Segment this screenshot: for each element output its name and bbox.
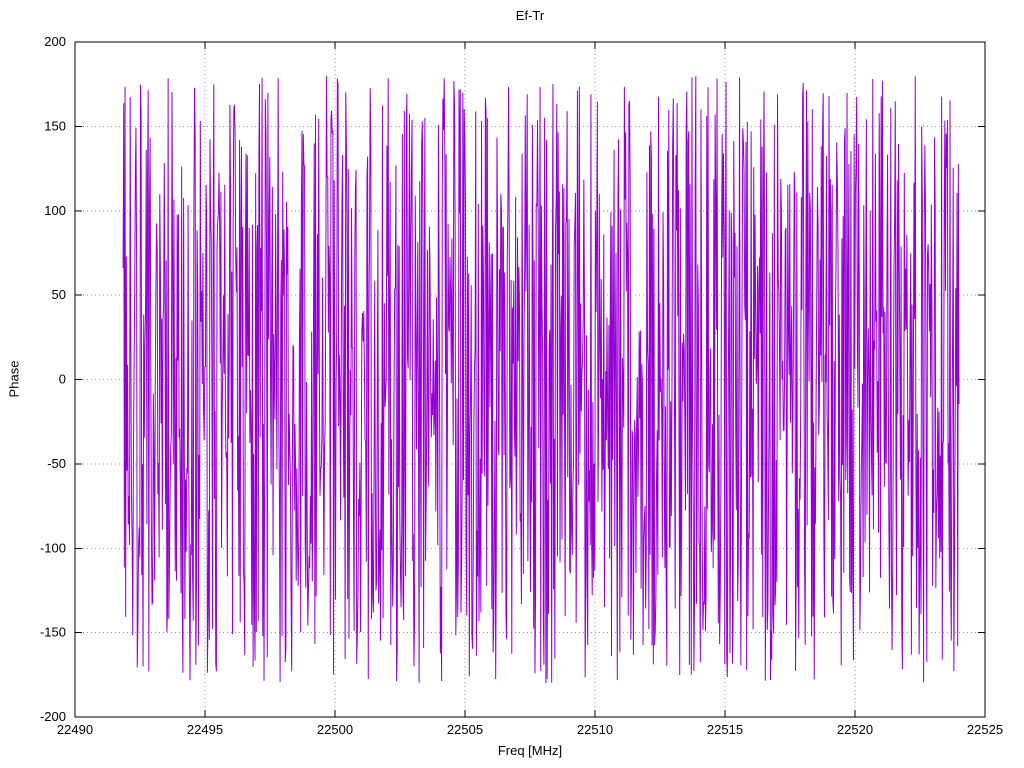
y-tick-label: -200	[40, 709, 66, 724]
y-tick-label: 0	[59, 372, 66, 387]
phase-trace	[122, 76, 960, 684]
x-tick-label: 22495	[187, 722, 223, 737]
x-tick-label: 22515	[707, 722, 743, 737]
x-tick-label: 22505	[447, 722, 483, 737]
x-tick-label: 22490	[57, 722, 93, 737]
y-tick-label: -100	[40, 540, 66, 555]
y-tick-label: 100	[44, 203, 66, 218]
chart-title: Ef-Tr	[515, 8, 545, 23]
x-tick-label: 22520	[837, 722, 873, 737]
x-tick-label: 22500	[317, 722, 353, 737]
x-axis-title: Freq [MHz]	[497, 743, 563, 758]
y-tick-label: 200	[44, 34, 66, 49]
x-tick-label: 22525	[967, 722, 1003, 737]
y-tick-label: -50	[47, 456, 66, 471]
y-tick-label: 150	[44, 118, 66, 133]
y-tick-label: -150	[40, 625, 66, 640]
y-tick-label: 50	[52, 287, 66, 302]
x-tick-label: 22510	[577, 722, 613, 737]
